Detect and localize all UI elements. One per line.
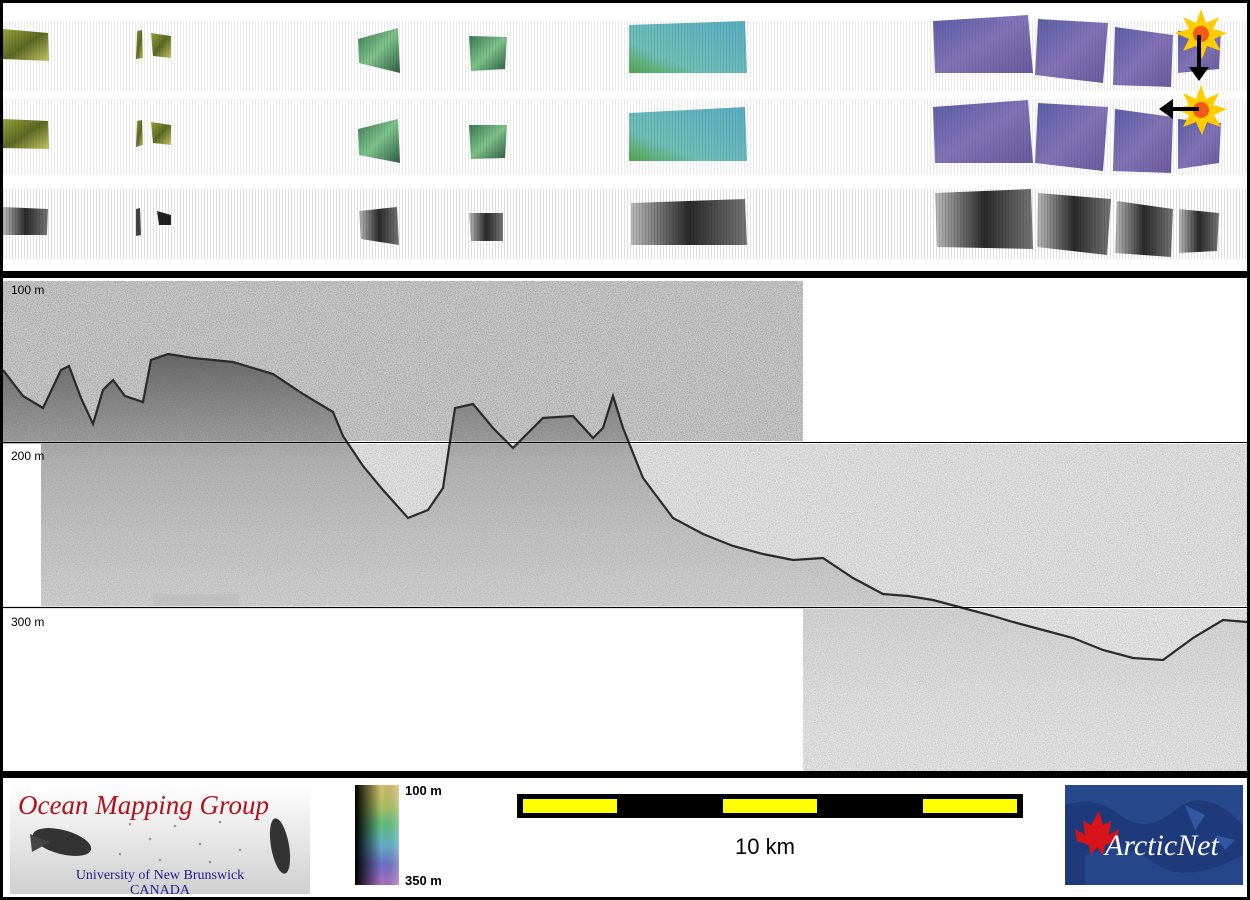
sun-illumination-icon (1175, 85, 1227, 135)
depth-label-200: 200 m (11, 449, 45, 463)
swath-row-1 (3, 15, 1247, 91)
arrow-down-icon (1189, 35, 1209, 81)
seabed-profile-panel: 100 m 200 m 300 m (3, 278, 1247, 771)
depth-colorbar (355, 785, 399, 885)
arcticnet-wordmark: ArcticNet (1103, 829, 1220, 862)
scale-bar (517, 794, 1023, 818)
logo-subtitle-university: University of New Brunswick (75, 868, 245, 883)
logo-subtitle-country: CANADA (130, 883, 190, 898)
seabed-profile (3, 278, 1247, 771)
logo-title: Ocean Mapping Group (18, 790, 269, 820)
colorbar-bottom-label: 350 m (405, 873, 442, 888)
swath-row-3 (3, 189, 1247, 259)
swath-mosaic-panel (3, 3, 1247, 271)
auv-silhouette-icon (30, 818, 291, 874)
swath-row-2 (3, 99, 1247, 175)
arcticnet-logo: ArcticNet (1065, 785, 1243, 885)
maple-leaf-icon (1075, 811, 1119, 855)
colorbar-top-label: 100 m (405, 783, 442, 798)
footer-panel: Ocean Mapping Group University of New Br… (3, 778, 1247, 898)
arrow-left-icon (1159, 99, 1199, 119)
swath-mosaic (3, 9, 1247, 259)
depth-label-100: 100 m (11, 283, 45, 297)
depth-label-300: 300 m (11, 615, 45, 629)
ocean-mapping-group-logo: Ocean Mapping Group University of New Br… (10, 784, 310, 898)
scale-bar-label: 10 km (735, 834, 795, 859)
seabed-line (3, 352, 1247, 662)
